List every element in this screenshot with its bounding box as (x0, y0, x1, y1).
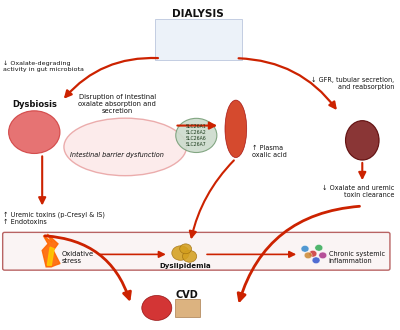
Circle shape (182, 250, 197, 262)
FancyArrowPatch shape (359, 163, 365, 178)
FancyArrowPatch shape (190, 160, 234, 237)
Ellipse shape (225, 100, 247, 158)
FancyArrowPatch shape (207, 251, 294, 257)
Text: Chronic systemic
inflammation: Chronic systemic inflammation (329, 251, 385, 264)
Text: DIALYSIS: DIALYSIS (172, 9, 224, 19)
Text: Dysbiosis: Dysbiosis (12, 100, 57, 109)
Bar (174, 299, 200, 317)
Text: Intestinal barrier dysfunction: Intestinal barrier dysfunction (70, 152, 164, 158)
FancyArrowPatch shape (65, 58, 158, 97)
Text: Disruption of intestinal
oxalate absorption and
secretion: Disruption of intestinal oxalate absorpt… (78, 94, 156, 114)
Text: CVD: CVD (175, 290, 198, 300)
Circle shape (180, 244, 192, 254)
Circle shape (315, 245, 323, 251)
Text: ↑ Uremic toxins (p-Cresyl & IS)
↑ Endotoxins: ↑ Uremic toxins (p-Cresyl & IS) ↑ Endoto… (3, 212, 104, 225)
Text: Oxidative
stress: Oxidative stress (62, 251, 94, 264)
FancyArrowPatch shape (238, 206, 360, 301)
Text: ↓ GFR, tubular secretion,
and reabsorption: ↓ GFR, tubular secretion, and reabsorpti… (311, 77, 394, 90)
Circle shape (8, 111, 60, 153)
Circle shape (309, 250, 317, 257)
FancyArrowPatch shape (45, 236, 130, 299)
Circle shape (142, 295, 172, 320)
Text: ↑ Plasma
oxalic acid: ↑ Plasma oxalic acid (252, 145, 286, 158)
FancyArrowPatch shape (239, 58, 336, 108)
Text: ↓ Oxalate and uremic
toxin clearance: ↓ Oxalate and uremic toxin clearance (322, 185, 394, 198)
Ellipse shape (64, 118, 186, 176)
Ellipse shape (346, 121, 379, 160)
Polygon shape (42, 234, 60, 267)
Text: SLC26A1
SLC26A2
SLC26A6
SLC26A7: SLC26A1 SLC26A2 SLC26A6 SLC26A7 (186, 124, 207, 147)
Circle shape (172, 246, 189, 260)
Text: ↓ Oxalate-degrading
activity in gut microbiota: ↓ Oxalate-degrading activity in gut micr… (3, 61, 84, 72)
Text: Dyslipidemia: Dyslipidemia (160, 263, 212, 269)
FancyArrowPatch shape (177, 122, 215, 129)
Bar (155, 19, 242, 60)
Circle shape (301, 246, 309, 252)
Circle shape (312, 257, 320, 264)
Circle shape (304, 252, 312, 259)
Polygon shape (47, 247, 54, 265)
Circle shape (319, 252, 327, 259)
FancyBboxPatch shape (3, 232, 390, 270)
Circle shape (176, 118, 217, 152)
FancyArrowPatch shape (39, 156, 45, 203)
FancyArrowPatch shape (100, 251, 164, 257)
